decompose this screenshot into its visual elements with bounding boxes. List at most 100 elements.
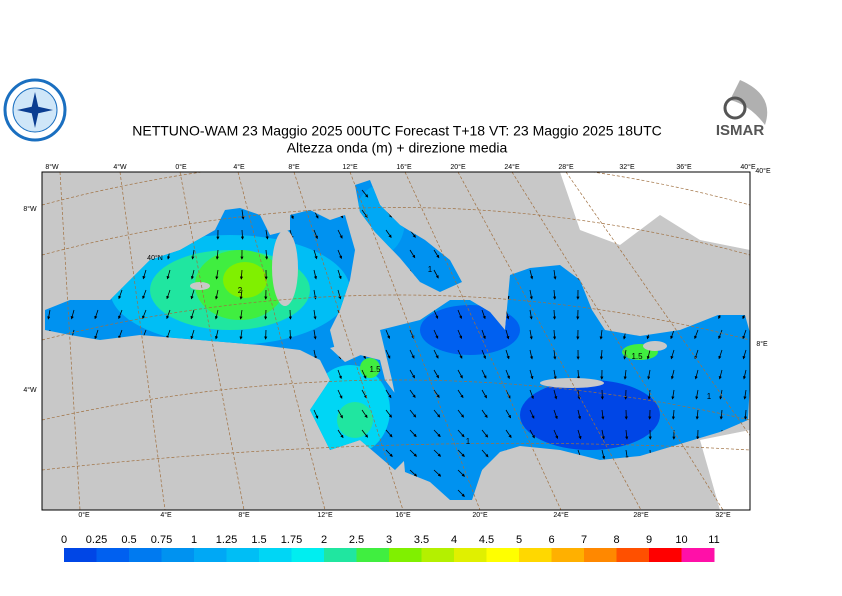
- map-frame: [41, 171, 751, 511]
- direction-arrow: [577, 409, 582, 420]
- direction-arrow: [601, 429, 605, 440]
- direction-arrow: [239, 269, 244, 280]
- direction-arrow: [239, 329, 243, 340]
- bottom-degree-label: 16°E: [395, 511, 411, 519]
- direction-arrow: [313, 349, 317, 360]
- logo-left: [3, 78, 67, 142]
- left-degree-label: 4°W: [23, 386, 37, 394]
- map-area: [42, 172, 750, 510]
- direction-arrow: [47, 309, 51, 320]
- direction-arrow: [719, 409, 723, 420]
- direction-arrow: [529, 349, 534, 360]
- top-degree-label: 8°W: [45, 163, 59, 171]
- bottom-degree-label: 8°E: [238, 511, 250, 519]
- direction-arrow: [409, 449, 418, 457]
- direction-arrow: [481, 389, 487, 399]
- direction-arrow: [647, 369, 651, 380]
- bottom-degree-label: 24°E: [553, 511, 569, 519]
- colorbar-label: 11: [708, 534, 719, 546]
- direction-arrow: [313, 249, 318, 260]
- direction-arrow: [166, 269, 171, 280]
- direction-arrow: [385, 329, 391, 340]
- colorbar-swatch: [519, 548, 552, 562]
- direction-arrow: [385, 229, 392, 239]
- direction-arrow: [385, 349, 391, 359]
- direction-arrow: [552, 309, 557, 320]
- direction-arrow: [742, 349, 747, 360]
- direction-arrow: [647, 389, 651, 400]
- direction-arrow: [409, 409, 417, 418]
- direction-arrow: [241, 209, 245, 220]
- direction-arrow: [457, 409, 465, 418]
- map-subtitle: Altezza onda (m) + direzione media: [287, 140, 508, 156]
- direction-arrow: [529, 429, 535, 439]
- direction-arrow: [718, 349, 723, 360]
- direction-arrow: [409, 249, 416, 259]
- direction-arrow: [190, 309, 195, 320]
- direction-arrow: [313, 269, 318, 280]
- direction-arrow: [457, 309, 463, 320]
- top-degree-label: 20°E: [450, 163, 466, 171]
- direction-arrow: [529, 269, 534, 280]
- colorbar-label: 3: [386, 534, 392, 546]
- direction-arrow: [214, 329, 219, 340]
- direction-arrow: [481, 409, 488, 419]
- direction-arrow: [457, 489, 465, 497]
- top-degree-label: 32°E: [619, 163, 635, 171]
- direction-arrow: [118, 329, 123, 340]
- direction-arrow: [433, 389, 440, 399]
- direction-arrow: [288, 329, 293, 340]
- colorbar-swatch: [616, 548, 650, 562]
- direction-arrow: [94, 329, 99, 340]
- direction-arrow: [553, 269, 557, 280]
- direction-arrow: [599, 349, 604, 360]
- direction-arrow: [529, 409, 535, 419]
- direction-arrow: [190, 329, 195, 340]
- direction-arrow: [599, 329, 603, 340]
- colorbar-swatch: [291, 548, 325, 562]
- colorbar-swatch: [454, 548, 487, 562]
- direction-arrow: [433, 309, 439, 319]
- direction-arrow: [313, 309, 317, 320]
- direction-arrow: [337, 249, 343, 260]
- colorbar-label: 3.5: [414, 534, 429, 546]
- direction-arrow: [361, 409, 368, 419]
- bottom-degree-label: 4°E: [160, 511, 172, 519]
- colorbar-label: 6: [548, 534, 554, 546]
- contour-label: 1: [428, 265, 433, 274]
- direction-arrow: [529, 329, 533, 340]
- direction-arrow: [337, 429, 344, 439]
- direction-arrow: [385, 429, 393, 438]
- direction-arrow: [743, 409, 748, 420]
- direction-arrow: [361, 429, 369, 438]
- colorbar-swatch: [486, 548, 520, 562]
- top-degree-label: 36°E: [676, 163, 692, 171]
- direction-arrow: [265, 249, 269, 260]
- direction-arrow: [433, 269, 439, 279]
- direction-arrow: [433, 369, 439, 379]
- direction-arrow: [337, 369, 342, 380]
- top-degree-label: 8°E: [288, 163, 300, 171]
- direction-arrow: [433, 329, 439, 339]
- top-degree-label: 24°E: [504, 163, 520, 171]
- direction-arrow: [409, 369, 415, 379]
- colorbar-swatch: [324, 548, 357, 562]
- direction-arrow: [577, 429, 582, 440]
- colorbar-label: 1: [191, 534, 197, 546]
- direction-arrow: [695, 409, 699, 420]
- direction-arrow: [457, 349, 463, 359]
- direction-arrow: [505, 349, 510, 360]
- colorbar-swatch: [259, 548, 292, 562]
- direction-arrow: [142, 269, 147, 280]
- direction-arrow: [433, 449, 442, 457]
- colorbar-label: 1.75: [281, 534, 302, 546]
- direction-arrow: [670, 349, 675, 360]
- top-degree-label: 0°E: [175, 163, 187, 171]
- direction-arrow: [214, 289, 219, 300]
- direction-arrow: [337, 409, 343, 419]
- colorbar-label: 8: [613, 534, 619, 546]
- direction-arrow: [505, 369, 510, 380]
- direction-arrow: [337, 229, 343, 239]
- colorbar-label: 2.5: [349, 534, 364, 546]
